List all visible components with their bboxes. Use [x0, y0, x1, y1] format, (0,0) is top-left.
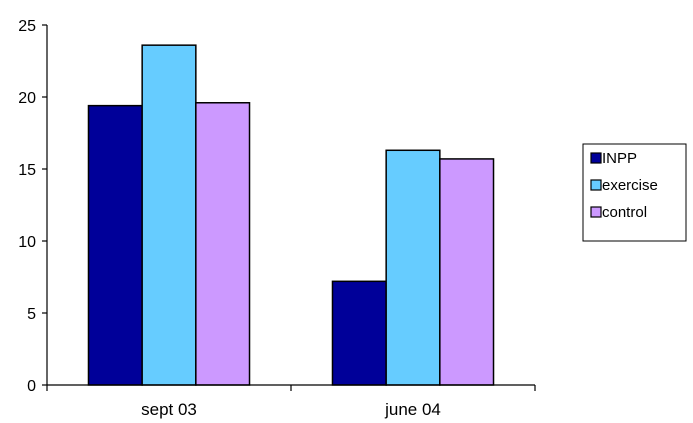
legend-label-exercise: exercise [602, 177, 658, 194]
bars-group [87, 44, 495, 386]
bar-control-0 [195, 102, 251, 386]
x-ticks-group: sept 03 june 04 [46, 385, 536, 419]
legend-swatch-control [590, 206, 602, 218]
bar-exercise-0 [141, 44, 197, 386]
y-tick-label: 25 [18, 18, 36, 35]
bar-control-1 [439, 158, 495, 386]
bar-inpp-1 [331, 280, 387, 386]
y-tick-label: 20 [18, 90, 36, 107]
legend-swatch-exercise [590, 179, 602, 191]
y-tick-label: 0 [27, 378, 36, 395]
bar-exercise-1 [385, 149, 441, 386]
y-tick-label: 5 [27, 306, 36, 323]
legend: INPP exercise control [582, 143, 687, 242]
x-category-label: sept 03 [141, 400, 197, 419]
x-category-label: june 04 [384, 400, 441, 419]
legend-label-control: control [602, 204, 647, 221]
bar-inpp-0 [87, 104, 143, 386]
y-tick-label: 10 [18, 234, 36, 251]
legend-label-inpp: INPP [602, 150, 637, 167]
legend-swatch-inpp [590, 152, 602, 164]
y-tick-label: 15 [18, 162, 36, 179]
legend-items: INPP exercise control [590, 150, 658, 221]
y-ticks-group: 0 5 10 15 20 25 [18, 18, 47, 395]
